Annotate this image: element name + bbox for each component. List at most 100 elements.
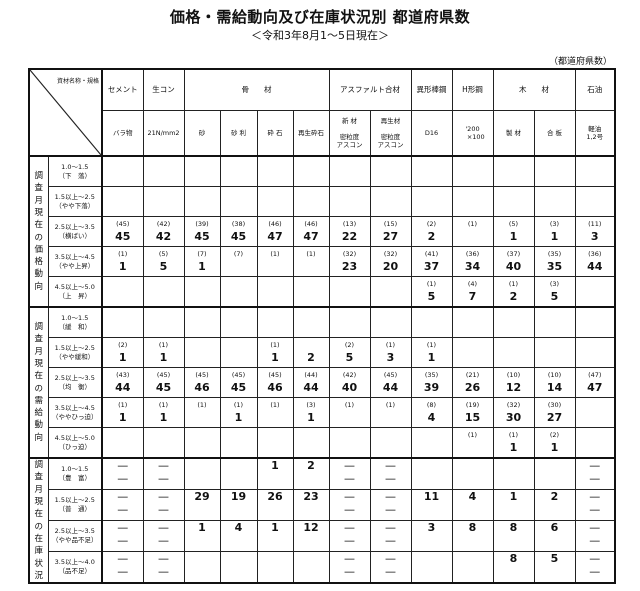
- count-value: [258, 321, 293, 335]
- data-cell: [183, 427, 221, 459]
- data-cell: (37) 40: [492, 246, 535, 277]
- count-value: 5: [550, 290, 559, 303]
- data-cell: (1) 3: [369, 337, 412, 368]
- data-cell: [492, 186, 535, 217]
- row-label: 4.5以上～5.0 （ひっ迫）: [47, 427, 103, 459]
- count-value: [453, 200, 493, 214]
- dash-bottom: —: [589, 503, 601, 517]
- previous-count: [535, 340, 575, 351]
- empty: [258, 566, 293, 579]
- previous-count: (1): [158, 341, 169, 349]
- dash-top: —: [344, 552, 355, 566]
- data-cell: — —: [142, 457, 185, 491]
- previous-count: [453, 340, 493, 351]
- count-value: [185, 552, 220, 566]
- previous-count: (2): [118, 341, 128, 349]
- group-label-text: 調査月現在の需給動向: [34, 321, 43, 443]
- count-value: [453, 351, 493, 365]
- data-cell: 23: [292, 489, 330, 522]
- previous-count: [412, 430, 452, 441]
- data-cell: (21) 26: [451, 367, 494, 398]
- previous-count: (36): [465, 250, 480, 258]
- previous-count: [576, 159, 615, 170]
- previous-count: [412, 189, 452, 200]
- data-cell: [142, 155, 185, 187]
- count-value: [453, 552, 493, 566]
- count-value: 8: [509, 552, 518, 566]
- previous-count: (47): [588, 371, 602, 379]
- count-value: [371, 441, 411, 455]
- data-cell: — —: [369, 520, 412, 553]
- data-cell: [142, 427, 185, 459]
- empty: [221, 473, 257, 486]
- data-cell: [492, 155, 535, 187]
- dash-top: —: [385, 552, 396, 566]
- count-value: [221, 200, 257, 214]
- empty: [294, 566, 329, 579]
- empty: [453, 566, 493, 579]
- count-value: [576, 321, 615, 335]
- material-header: 生コン: [142, 68, 185, 111]
- previous-count: (1): [270, 250, 280, 258]
- count-value: [144, 441, 184, 455]
- count-value: 20: [382, 260, 399, 273]
- previous-count: [185, 279, 220, 290]
- data-cell: — —: [328, 457, 371, 491]
- data-cell: [292, 186, 330, 217]
- count-value: [576, 411, 615, 425]
- count-value: 23: [341, 260, 358, 273]
- corner-label: 資材名称・規格: [56, 78, 99, 85]
- previous-count: [144, 279, 184, 290]
- group-label-text: 調査月現在の在庫状況: [34, 460, 43, 581]
- count-value: 1: [198, 260, 206, 273]
- empty: [258, 535, 293, 548]
- data-cell: (1) 1: [410, 337, 453, 368]
- count-value: [258, 441, 293, 455]
- count-value: [221, 441, 257, 455]
- empty: [494, 504, 534, 517]
- previous-count: [185, 340, 220, 351]
- data-cell: (13) 22: [328, 216, 371, 247]
- data-cell: [256, 186, 294, 217]
- count-value: 1: [118, 411, 127, 424]
- dash-bottom: —: [589, 565, 601, 579]
- data-cell: [219, 551, 258, 584]
- count-value: 40: [505, 260, 522, 273]
- count-value: [494, 351, 534, 365]
- count-value: [453, 321, 493, 335]
- previous-count: (30): [547, 401, 562, 409]
- previous-count: (45): [231, 371, 246, 379]
- count-value: [494, 200, 534, 214]
- empty: [535, 473, 575, 486]
- dash-bottom: —: [117, 472, 129, 485]
- count-value: [144, 200, 184, 214]
- previous-count: [494, 189, 534, 200]
- count-value: [185, 351, 220, 365]
- count-value: [103, 290, 143, 304]
- dash-bottom: —: [589, 472, 601, 485]
- data-cell: [219, 306, 258, 338]
- count-value: 1: [234, 411, 243, 424]
- dash-bottom: —: [589, 534, 601, 548]
- dash-top: —: [589, 521, 601, 535]
- count-value: 1: [550, 230, 559, 243]
- count-value: [371, 170, 411, 184]
- previous-count: (46): [268, 220, 282, 228]
- dash-top: —: [589, 552, 601, 566]
- previous-count: [371, 279, 411, 290]
- previous-count: [330, 189, 370, 200]
- data-cell: [292, 551, 330, 584]
- dash-top: —: [385, 521, 396, 535]
- table-row: 1.5以上～2.5 （やや下落）: [29, 186, 616, 217]
- previous-count: (35): [547, 250, 562, 258]
- count-value: [371, 290, 411, 304]
- spec-header: 新 材 密粒度 アスコン: [328, 110, 371, 157]
- data-cell: (7): [219, 246, 258, 277]
- data-cell: 12: [292, 520, 330, 553]
- empty: [453, 535, 493, 548]
- dash-bottom: —: [158, 503, 169, 517]
- previous-count: [103, 279, 143, 290]
- count-value: 45: [194, 230, 210, 243]
- data-cell: (35) 39: [410, 367, 453, 398]
- dash-bottom: —: [158, 565, 169, 579]
